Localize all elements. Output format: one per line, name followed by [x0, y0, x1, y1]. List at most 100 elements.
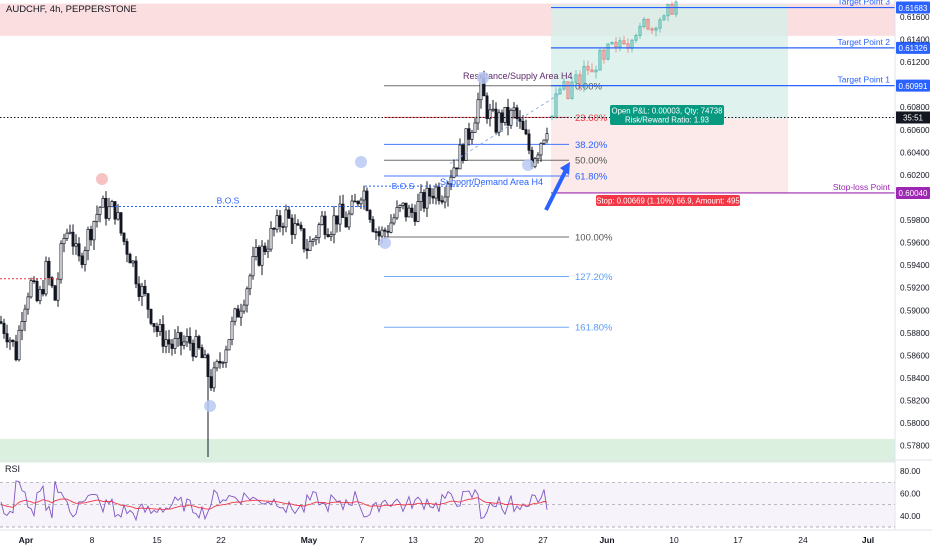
candle-body-73 — [218, 361, 222, 364]
candle-body-111 — [332, 215, 336, 235]
candle-body-65 — [194, 336, 198, 357]
candle-body-10 — [29, 280, 33, 298]
proj-body-30 — [670, 3, 674, 15]
price-tick-1: 0.61400 — [900, 35, 930, 44]
candle-body-28 — [83, 250, 87, 265]
candle-body-4 — [11, 339, 15, 343]
candle-body-90 — [269, 227, 273, 250]
rsi-label: RSI — [5, 464, 21, 474]
fib-label-5: 100.00% — [575, 232, 613, 243]
candle-body-141 — [422, 192, 426, 209]
candle-body-181 — [542, 139, 546, 144]
pivot-marker-0 — [355, 156, 367, 168]
candle-body-114 — [341, 203, 345, 218]
candle-body-20 — [59, 243, 63, 280]
rsi-tick-0: 80.00 — [900, 467, 921, 476]
candle-body-172 — [515, 107, 519, 119]
candle-body-7 — [20, 321, 24, 331]
candle-body-59 — [176, 332, 180, 339]
fib-label-7: 161.80% — [575, 323, 613, 334]
time-tick-4: May — [301, 535, 318, 545]
price-tick-0: 0.61600 — [900, 13, 930, 22]
time-tick-11: 17 — [733, 535, 743, 545]
candle-body-55 — [164, 339, 168, 347]
target-label-3: Target Point 1 — [838, 75, 891, 85]
time-tick-1: 8 — [90, 535, 95, 545]
proj-body-10 — [590, 69, 594, 73]
candle-body-54 — [161, 324, 165, 347]
candle-body-133 — [398, 204, 402, 208]
candle-body-40 — [119, 212, 123, 234]
candle-body-70 — [209, 376, 213, 389]
target-price-tag-1 — [896, 1, 930, 14]
stop-price: 0.60040 — [899, 189, 928, 198]
target-price-2: 0.61326 — [899, 44, 928, 53]
candle-body-58 — [173, 338, 177, 349]
candle-body-163 — [488, 109, 492, 119]
candle-body-32 — [95, 214, 99, 222]
symbol-title: AUDCHF, 4h, PEPPERSTONE — [6, 4, 137, 15]
proj-body-1 — [554, 93, 558, 117]
candle-body-95 — [284, 209, 288, 228]
price-tick-3: 0.60800 — [900, 103, 930, 112]
pivot-marker-1 — [379, 237, 391, 249]
candle-body-96 — [287, 209, 291, 219]
proj-body-22 — [638, 26, 642, 36]
candle-body-139 — [416, 201, 420, 222]
candle-body-166 — [497, 112, 501, 133]
time-tick-6: 13 — [408, 535, 418, 545]
candle-body-78 — [233, 308, 237, 322]
open-pnl-bg — [610, 104, 724, 125]
pivot-marker-3 — [522, 159, 534, 171]
candle-body-162 — [485, 95, 489, 119]
candle-body-127 — [380, 229, 384, 237]
candle-body-0 — [0, 321, 3, 324]
candle-body-67 — [200, 347, 204, 359]
proj-body-12 — [598, 49, 602, 71]
resistance-label: Resistance/Supply Area H4 — [463, 71, 573, 81]
candle-body-42 — [125, 241, 129, 255]
target-price-1: 0.61683 — [899, 4, 928, 13]
proj-body-0 — [550, 115, 554, 118]
proj-body-28 — [662, 15, 666, 21]
candle-body-45 — [134, 260, 138, 285]
time-tick-8: 27 — [538, 535, 548, 545]
candle-body-13 — [38, 289, 42, 302]
candle-body-119 — [356, 201, 360, 205]
proj-body-14 — [606, 43, 610, 60]
target-price-tag-2 — [896, 41, 930, 54]
price-tick-15: 0.58200 — [900, 397, 930, 406]
candle-body-165 — [494, 108, 498, 133]
annotations: Resistance/Supply Area H4 Support/Demand … — [96, 71, 573, 412]
proj-body-8 — [582, 66, 586, 88]
candle-body-83 — [248, 275, 252, 290]
candle-body-89 — [266, 248, 270, 253]
candle-body-159 — [476, 99, 480, 124]
candle-body-19 — [56, 278, 60, 301]
candle-body-129 — [386, 230, 390, 233]
candle-body-157 — [470, 132, 474, 140]
candle-body-123 — [368, 210, 372, 220]
candle-body-39 — [116, 212, 120, 220]
candle-body-88 — [263, 245, 267, 253]
candle-body-64 — [191, 342, 195, 357]
candle-body-169 — [506, 106, 510, 126]
proj-body-26 — [654, 27, 658, 31]
candle-body-41 — [122, 232, 126, 242]
stop-info-text: Stop: 0.00669 (1.10%) 66.9, Amount: 495 — [596, 196, 740, 205]
candle-body-120 — [359, 199, 363, 205]
bos-label-1: B.O.S — [217, 195, 240, 205]
candle-body-175 — [524, 129, 528, 135]
candle-body-117 — [350, 200, 354, 215]
time-tick-0: Apr — [19, 535, 34, 545]
price-tick-11: 0.59000 — [900, 306, 930, 315]
open-pnl-text: Open P&L: 0.00003, Qty: 74738 — [612, 106, 723, 115]
time-tick-2: 15 — [152, 535, 162, 545]
risk-reward-text: Risk/Reward Ratio: 1.93 — [625, 115, 709, 124]
candle-body-178 — [533, 158, 537, 168]
candle-body-154 — [461, 144, 465, 161]
candle-body-43 — [128, 253, 132, 264]
price-tick-9: 0.59400 — [900, 261, 930, 270]
